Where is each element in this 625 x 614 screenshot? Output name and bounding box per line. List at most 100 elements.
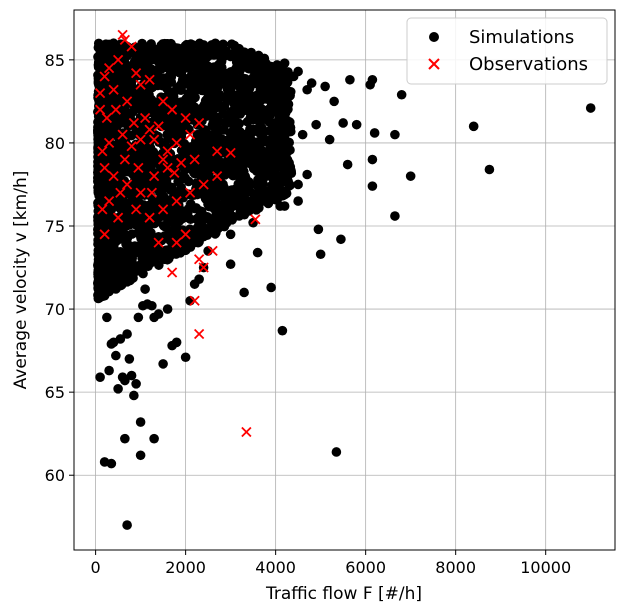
- simulation-point: [93, 92, 103, 103]
- simulation-point: [390, 129, 400, 140]
- observation-point: [189, 154, 200, 165]
- simulation-point: [160, 212, 171, 222]
- simulation-point: [168, 154, 179, 165]
- simulation-point: [265, 160, 276, 171]
- y-tick-label: 85: [45, 51, 65, 70]
- simulation-point: [101, 175, 112, 186]
- simulation-point: [232, 119, 242, 130]
- simulation-point: [225, 51, 236, 62]
- y-axis-ticks: 60 65 70 75 80 85: [45, 51, 74, 485]
- data-marks: [93, 29, 596, 530]
- simulation-point: [149, 433, 159, 444]
- simulation-point: [109, 222, 119, 233]
- simulation-point: [97, 287, 108, 298]
- simulation-point: [273, 94, 284, 105]
- simulation-point: [280, 117, 290, 127]
- simulation-point: [162, 39, 173, 49]
- simulation-point: [225, 229, 236, 240]
- simulation-point: [180, 50, 191, 60]
- simulation-point: [160, 54, 171, 64]
- observation-point: [225, 147, 236, 159]
- simulation-point: [117, 218, 128, 229]
- simulation-point: [122, 520, 132, 530]
- simulation-point: [225, 67, 236, 77]
- simulation-point: [182, 124, 193, 134]
- observation-point: [198, 262, 209, 273]
- observation-point: [115, 187, 126, 198]
- simulation-point: [265, 141, 276, 152]
- simulation-point: [275, 83, 286, 93]
- observation-point: [119, 154, 130, 165]
- simulation-point: [468, 121, 479, 132]
- simulation-point: [104, 365, 114, 376]
- simulation-point: [176, 205, 186, 216]
- simulation-point: [137, 118, 147, 128]
- simulation-point: [202, 80, 213, 91]
- simulation-point: [189, 279, 200, 289]
- simulation-point: [135, 153, 146, 164]
- simulation-point: [211, 193, 221, 204]
- simulation-point: [149, 312, 159, 323]
- simulation-point: [246, 48, 256, 59]
- simulation-point: [126, 370, 137, 381]
- simulation-point: [168, 92, 179, 102]
- observation-point: [250, 214, 261, 225]
- observation-point: [101, 112, 112, 124]
- simulation-point: [150, 67, 161, 77]
- simulation-point: [256, 195, 267, 205]
- legend-circle-marker: [429, 32, 439, 42]
- simulation-point: [202, 132, 212, 142]
- simulation-point: [234, 201, 245, 212]
- simulation-point: [125, 268, 135, 279]
- simulation-point: [221, 118, 231, 129]
- simulation-point: [125, 64, 136, 75]
- simulation-point: [150, 54, 160, 65]
- simulation-point: [217, 134, 228, 145]
- y-tick-label: 80: [45, 134, 65, 153]
- simulation-point: [99, 212, 109, 222]
- simulation-point: [222, 84, 233, 95]
- simulation-point: [228, 131, 238, 141]
- simulation-point: [279, 169, 289, 180]
- simulation-point: [113, 384, 123, 394]
- simulation-point: [144, 141, 155, 152]
- simulation-point: [166, 72, 177, 82]
- simulation-point: [112, 152, 123, 163]
- simulation-point: [369, 128, 380, 138]
- simulation-point: [163, 114, 173, 124]
- simulation-point: [367, 154, 378, 165]
- simulation-point: [367, 181, 378, 191]
- simulation-point: [160, 103, 170, 114]
- simulation-point: [158, 191, 169, 202]
- simulation-point: [174, 216, 184, 227]
- simulation-point: [585, 103, 596, 113]
- simulation-point: [297, 129, 308, 140]
- observation-point: [171, 195, 182, 207]
- simulation-point: [240, 86, 250, 97]
- simulation-point: [198, 104, 208, 115]
- simulation-point: [169, 46, 179, 56]
- observation-point: [148, 134, 160, 145]
- simulation-point: [257, 71, 267, 82]
- simulation-point: [127, 99, 138, 109]
- observation-point: [171, 137, 182, 149]
- observation-point: [135, 79, 146, 90]
- x-axis-label: Traffic flow F [#/h]: [265, 584, 422, 604]
- observation-point: [94, 104, 106, 115]
- simulation-point: [142, 212, 152, 222]
- observation-point: [130, 204, 142, 215]
- observation-point: [99, 229, 110, 240]
- simulation-point: [117, 372, 128, 383]
- simulation-point: [233, 98, 244, 109]
- observation-point: [110, 104, 121, 115]
- simulation-point: [167, 340, 177, 351]
- simulation-point: [207, 120, 218, 131]
- observation-point: [135, 134, 146, 145]
- simulation-point: [114, 248, 124, 258]
- legend-label-simulations: Simulations: [469, 27, 574, 48]
- observation-point: [108, 171, 119, 182]
- simulation-point: [254, 128, 265, 138]
- observation-point: [112, 54, 124, 65]
- simulation-point: [252, 247, 263, 258]
- simulation-point: [234, 179, 245, 190]
